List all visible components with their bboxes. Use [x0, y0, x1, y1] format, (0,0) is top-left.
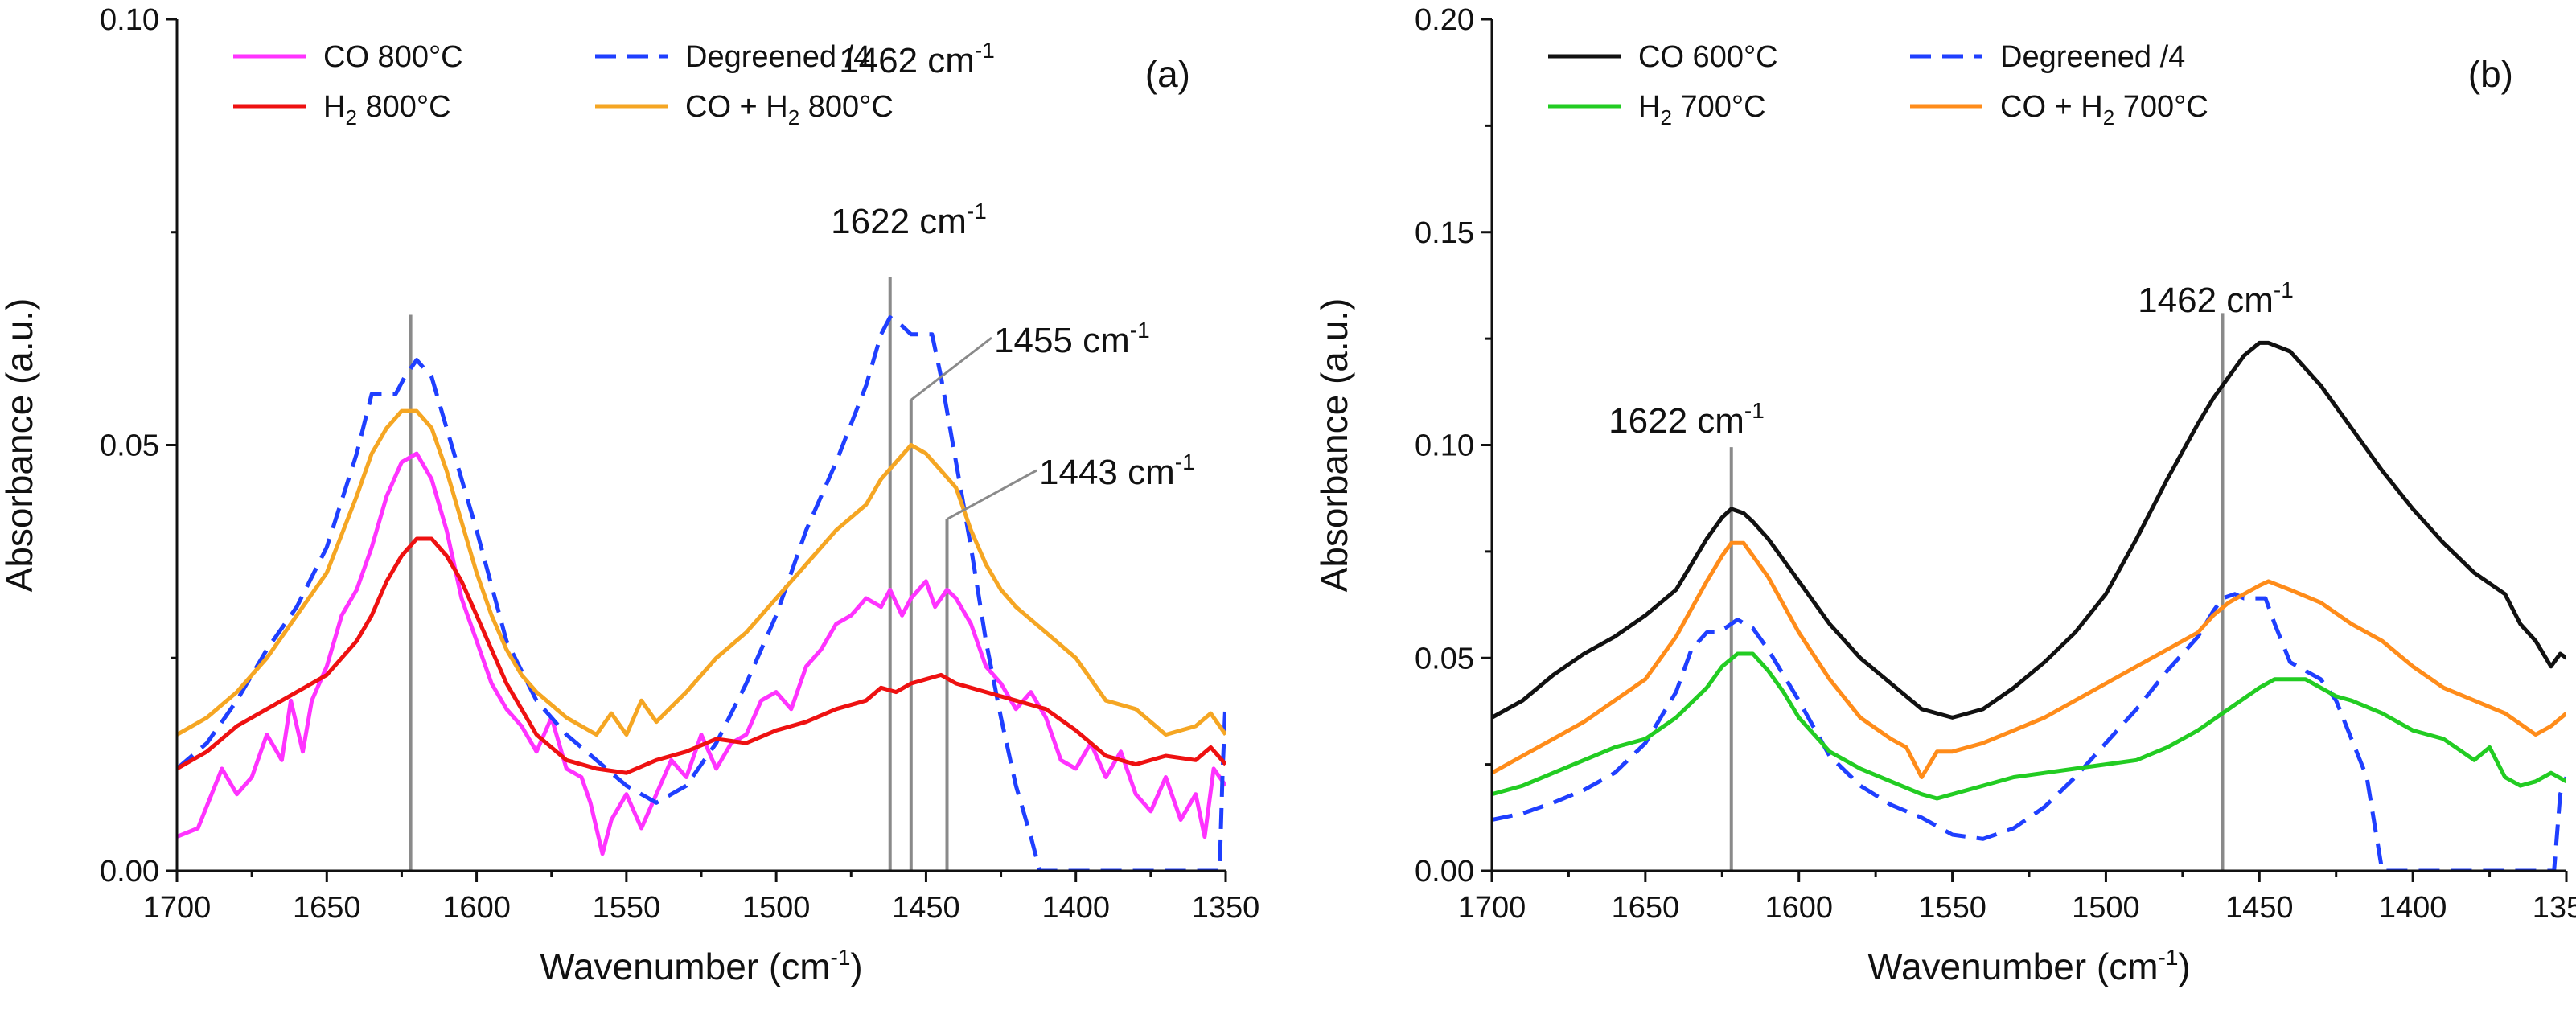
- legend-label: H2 700°C: [1638, 90, 1766, 129]
- y-tick-label: 0.10: [1415, 429, 1474, 463]
- annotation-label-1443: 1443 cm-1: [1039, 449, 1195, 492]
- y-tick-label: 0.00: [1415, 855, 1474, 889]
- series-line-1: [1492, 592, 2566, 871]
- annotation-label-1622: 1622 cm-1: [831, 199, 987, 241]
- x-tick-label: 1400: [1041, 891, 1110, 925]
- panel-label: (b): [2468, 53, 2513, 95]
- annotation-leader: [910, 336, 992, 401]
- x-tick-label: 1500: [742, 891, 811, 925]
- y-tick-label: 0.10: [100, 3, 159, 37]
- series-line-3: [1492, 540, 2566, 779]
- y-axis-label: Absorbance (a.u.): [0, 298, 40, 593]
- legend-label: Degreened /4: [685, 40, 870, 74]
- legend-label: CO + H2 800°C: [685, 90, 894, 129]
- x-tick-label: 1700: [143, 891, 212, 925]
- x-tick-label: 1650: [293, 891, 361, 925]
- x-tick-label: 1550: [1918, 891, 1986, 925]
- series-line-1: [177, 315, 1226, 871]
- x-tick-label: 1650: [1612, 891, 1680, 925]
- legend: CO 800°C Degreened /4 H2 800°C CO + H2 800°…: [233, 40, 894, 129]
- series-line-2: [177, 536, 1226, 775]
- y-tick-label: 0.05: [1415, 642, 1474, 675]
- x-tick-label: 1350: [2533, 891, 2576, 925]
- x-tick-label: 1600: [1765, 891, 1833, 925]
- series-line-3: [177, 408, 1226, 737]
- legend: CO 600°C Degreened /4 H2 700°C CO + H2 700°…: [1548, 40, 2208, 129]
- legend-label: CO 800°C: [323, 40, 463, 74]
- panel-a: 1700 1650 1600 1550 1500 1450 1400 1350 0.00 0.05…: [0, 3, 1259, 987]
- series-line-0: [1492, 340, 2566, 720]
- annotation-label-1622: 1622 cm-1: [1608, 398, 1765, 441]
- x-tick-label: 1600: [442, 891, 511, 925]
- annotation-label-1462: 1462 cm-1: [839, 38, 995, 80]
- panel-label: (a): [1145, 53, 1190, 95]
- x-axis-label: Wavenumber (cm-1): [1867, 945, 2191, 987]
- annotation-label-1455: 1455 cm-1: [994, 318, 1150, 360]
- series-line-0: [177, 451, 1226, 856]
- legend-label: H2 800°C: [323, 90, 451, 129]
- x-tick-label: 1450: [2225, 891, 2294, 925]
- legend-label: CO 600°C: [1638, 40, 1778, 74]
- legend-label: Degreened /4: [2000, 40, 2185, 74]
- x-tick-label: 1550: [593, 891, 661, 925]
- y-tick-label: 0.05: [100, 429, 159, 463]
- annotation-leader: [946, 469, 1037, 520]
- series-line-2: [1492, 651, 2566, 801]
- x-tick-label: 1450: [892, 891, 960, 925]
- panel-b: 1700 1650 1600 1550 1500 1450 1400 1350 0.00 0.05…: [1313, 3, 2576, 987]
- annotation-label-1462: 1462 cm-1: [2138, 277, 2294, 320]
- x-tick-label: 1700: [1458, 891, 1526, 925]
- y-axis-label: Absorbance (a.u.): [1313, 298, 1355, 593]
- y-tick-label: 0.00: [100, 855, 159, 889]
- x-tick-label: 1500: [2072, 891, 2140, 925]
- x-tick-label: 1350: [1192, 891, 1260, 925]
- y-tick-label: 0.20: [1415, 3, 1474, 37]
- x-axis-label: Wavenumber (cm-1): [540, 945, 863, 987]
- x-tick-label: 1400: [2379, 891, 2447, 925]
- legend-label: CO + H2 700°C: [2000, 90, 2208, 129]
- y-tick-label: 0.15: [1415, 216, 1474, 250]
